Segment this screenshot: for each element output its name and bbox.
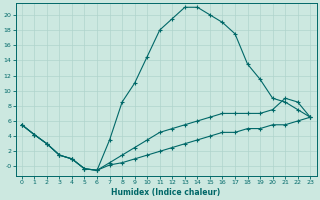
X-axis label: Humidex (Indice chaleur): Humidex (Indice chaleur) xyxy=(111,188,221,197)
